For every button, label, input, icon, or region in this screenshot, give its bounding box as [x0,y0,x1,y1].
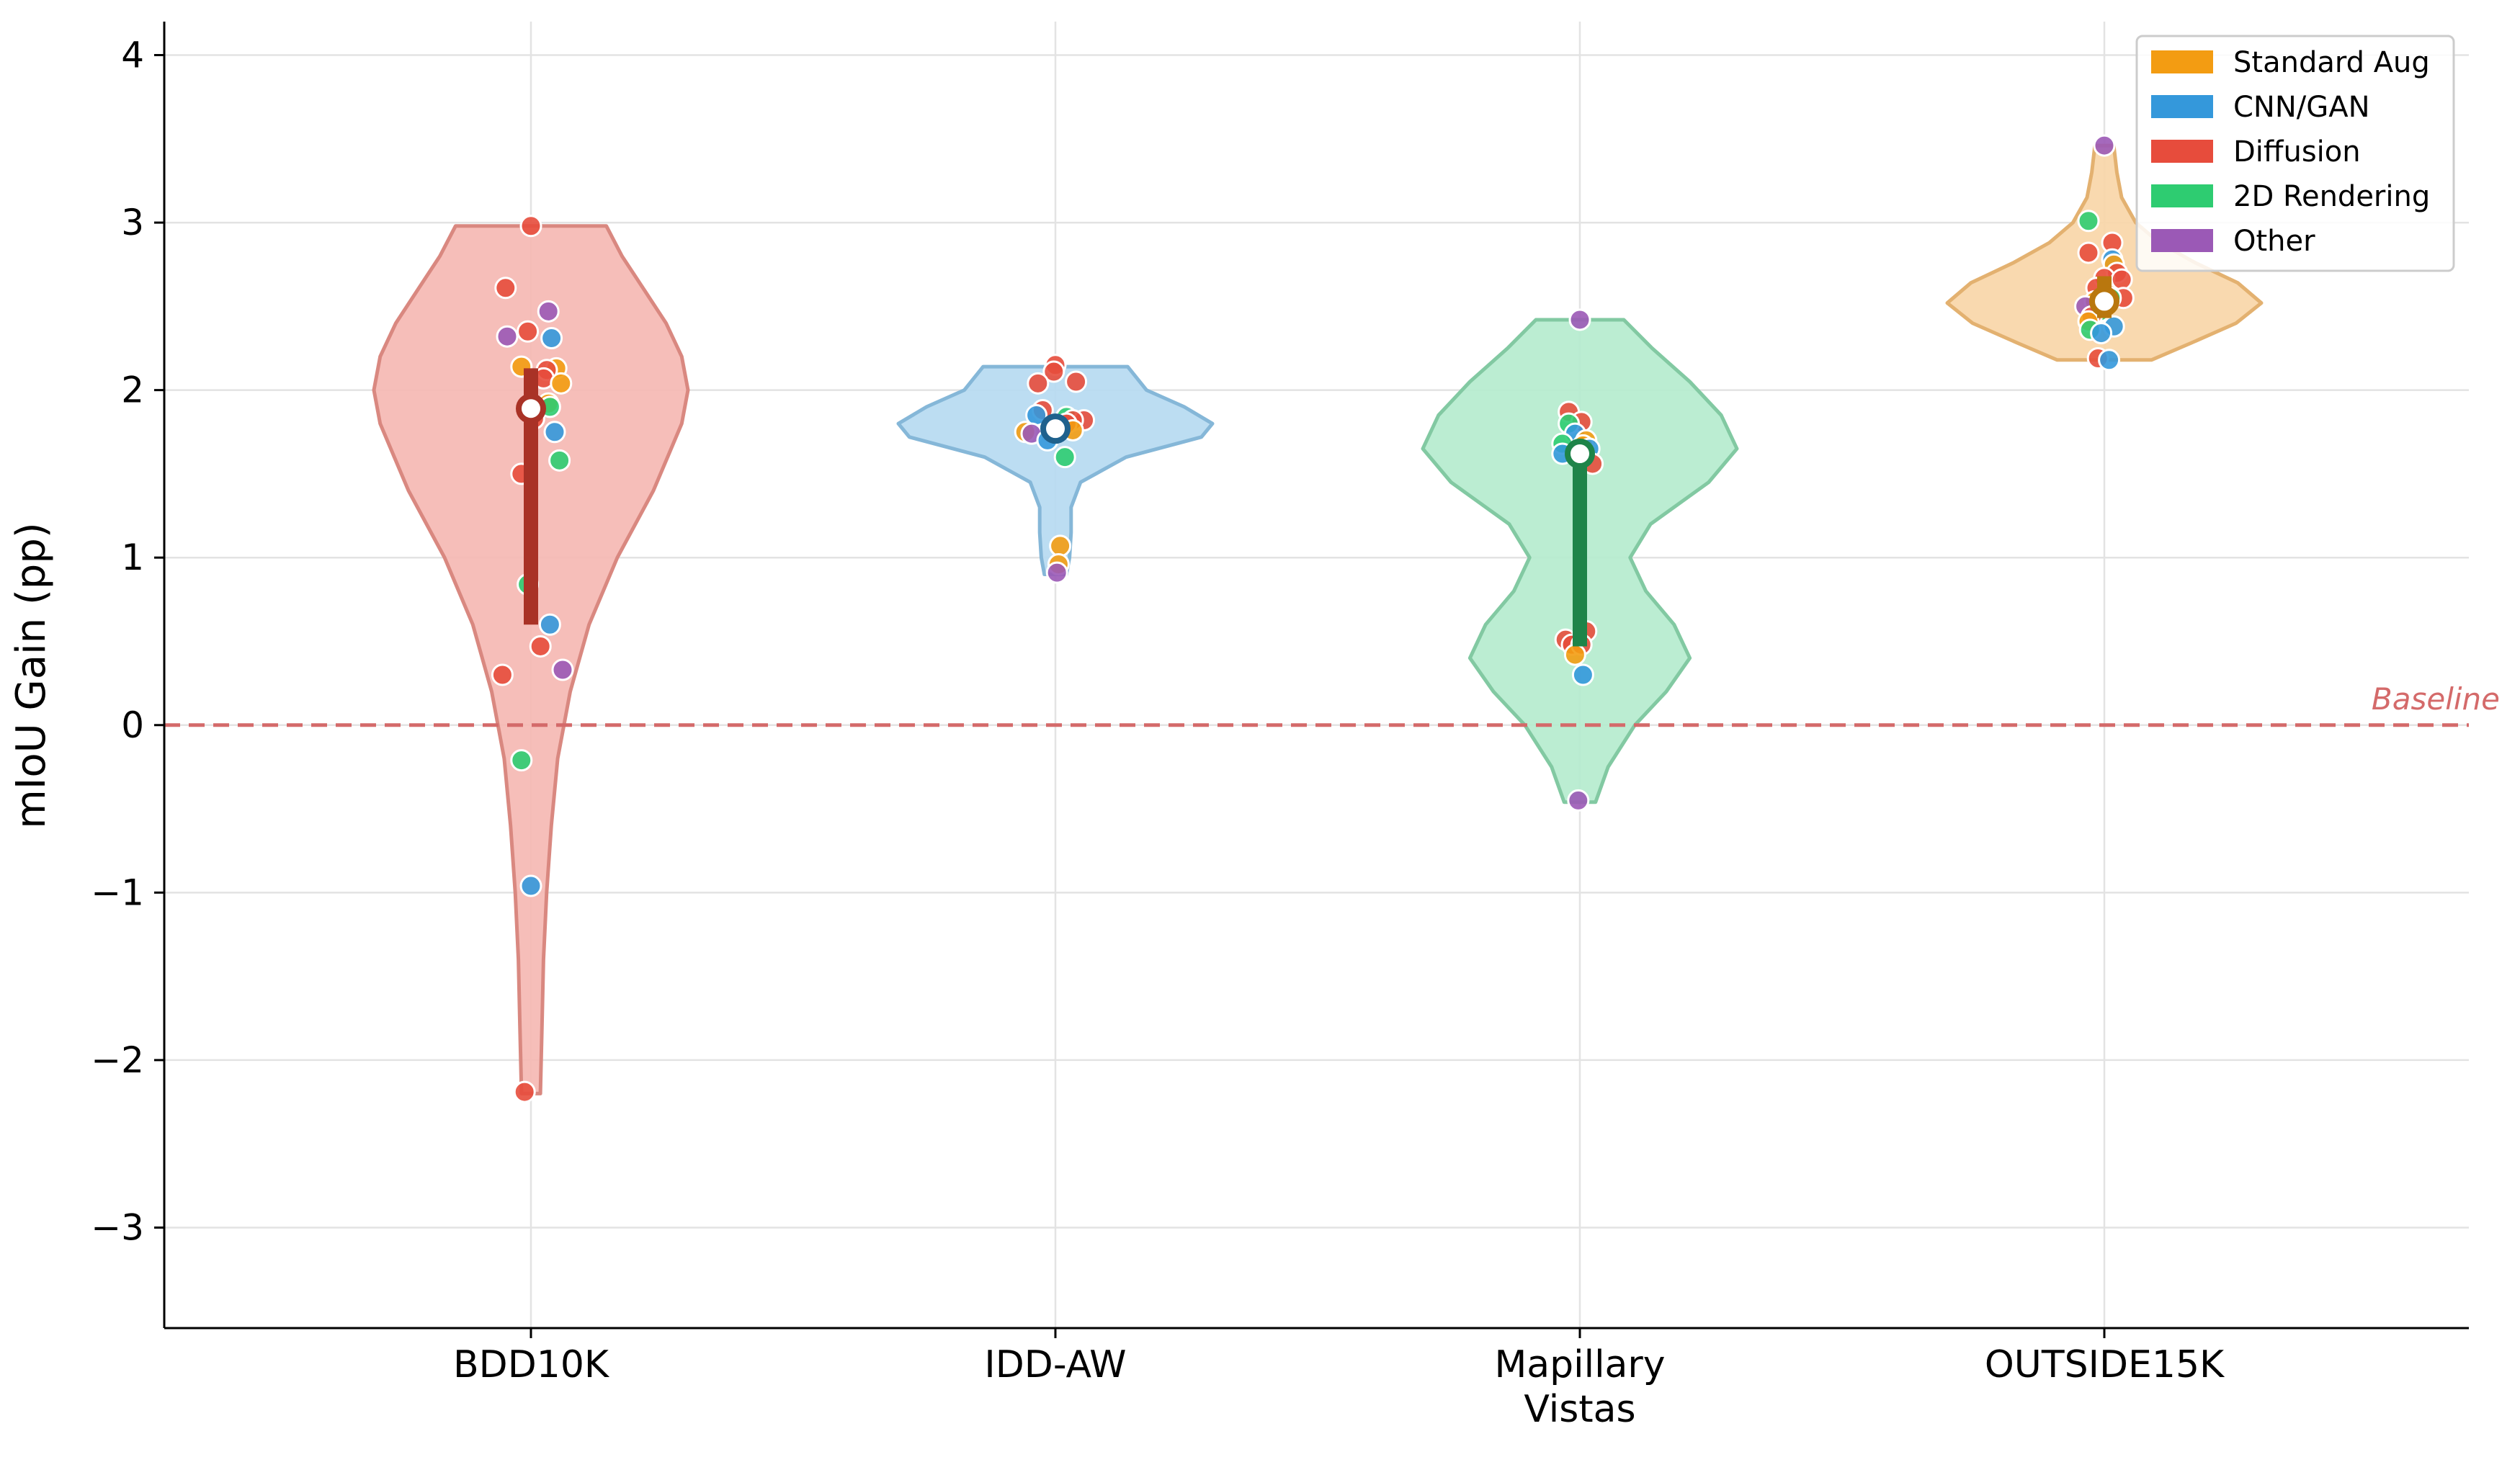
data-point [510,749,533,772]
legend-swatch [2151,95,2213,118]
legend-label: CNN/GAN [2233,91,2370,124]
data-point [496,325,519,348]
violin-bdd10k [372,224,690,1095]
data-point [540,327,563,350]
data-point [529,635,552,658]
data-point [1571,663,1594,686]
data-point [2110,268,2133,291]
data-point [1563,643,1586,666]
data-point [2093,134,2116,157]
legend-box [2135,35,2455,272]
data-point [538,613,561,636]
median-marker [1040,413,1071,444]
y-axis-label: mIoU Gain (pp) [8,522,55,828]
data-point [491,663,514,686]
data-points [491,134,2135,1103]
data-point [2098,349,2121,372]
legend: Standard Aug CNN/GAN Diffusion 2D Rendering… [2135,35,2455,272]
legend-swatch [2151,140,2213,163]
data-point [519,215,542,238]
data-point [2077,241,2100,264]
data-point [517,320,540,343]
x-tick-label: BDD10K [453,1343,610,1386]
legend-label: Standard Aug [2233,46,2430,79]
data-point [551,658,574,681]
data-point [519,874,542,897]
data-point [494,277,517,300]
legend-swatch [2151,184,2213,207]
median-marker [2089,286,2119,317]
data-point [1045,561,1068,584]
data-point [1053,446,1076,469]
data-point [1049,534,1072,557]
data-point [513,1080,536,1103]
legend-label: Diffusion [2233,135,2361,169]
x-tick-label: Mapillary [1494,1343,1665,1386]
y-tick-label: −2 [91,1039,144,1081]
x-tick-label: OUTSIDE15K [1985,1343,2225,1386]
legend-swatch [2151,50,2213,73]
y-tick-label: −1 [91,871,144,913]
median-marker [1565,439,1595,470]
legend-label: Other [2233,225,2315,258]
y-tick-label: 0 [121,704,144,746]
data-point [537,300,560,323]
violins [372,143,2264,1095]
data-point [1027,372,1050,395]
baseline: Baseline [164,681,2500,727]
x-tick-label: IDD-AW [984,1343,1126,1386]
y-tick-label: 4 [121,35,144,76]
violin-idd-aw [896,364,1215,576]
axes: mIoU Gain (pp) −3 −2 −1 0 1 2 3 4 BDD10K IDD-AW Ma… [8,22,2469,1431]
data-point [543,421,566,444]
y-tick-label: 1 [121,537,144,578]
y-tick-label: −3 [91,1206,144,1248]
x-tick-label: Vistas [1524,1388,1635,1431]
baseline-label: Baseline [2372,681,2500,717]
data-point [1065,370,1088,393]
y-tick-label: 2 [121,369,144,411]
y-tick-label: 3 [121,202,144,243]
median-marker [516,393,546,424]
data-point [1567,789,1590,812]
data-point [2090,322,2113,345]
data-point [550,372,573,395]
median-markers [516,276,2119,647]
legend-swatch [2151,229,2213,252]
legend-label: 2D Rendering [2233,180,2430,213]
data-point [548,449,571,472]
data-point [1568,308,1591,331]
data-point [1042,360,1065,383]
data-point [2077,210,2100,233]
